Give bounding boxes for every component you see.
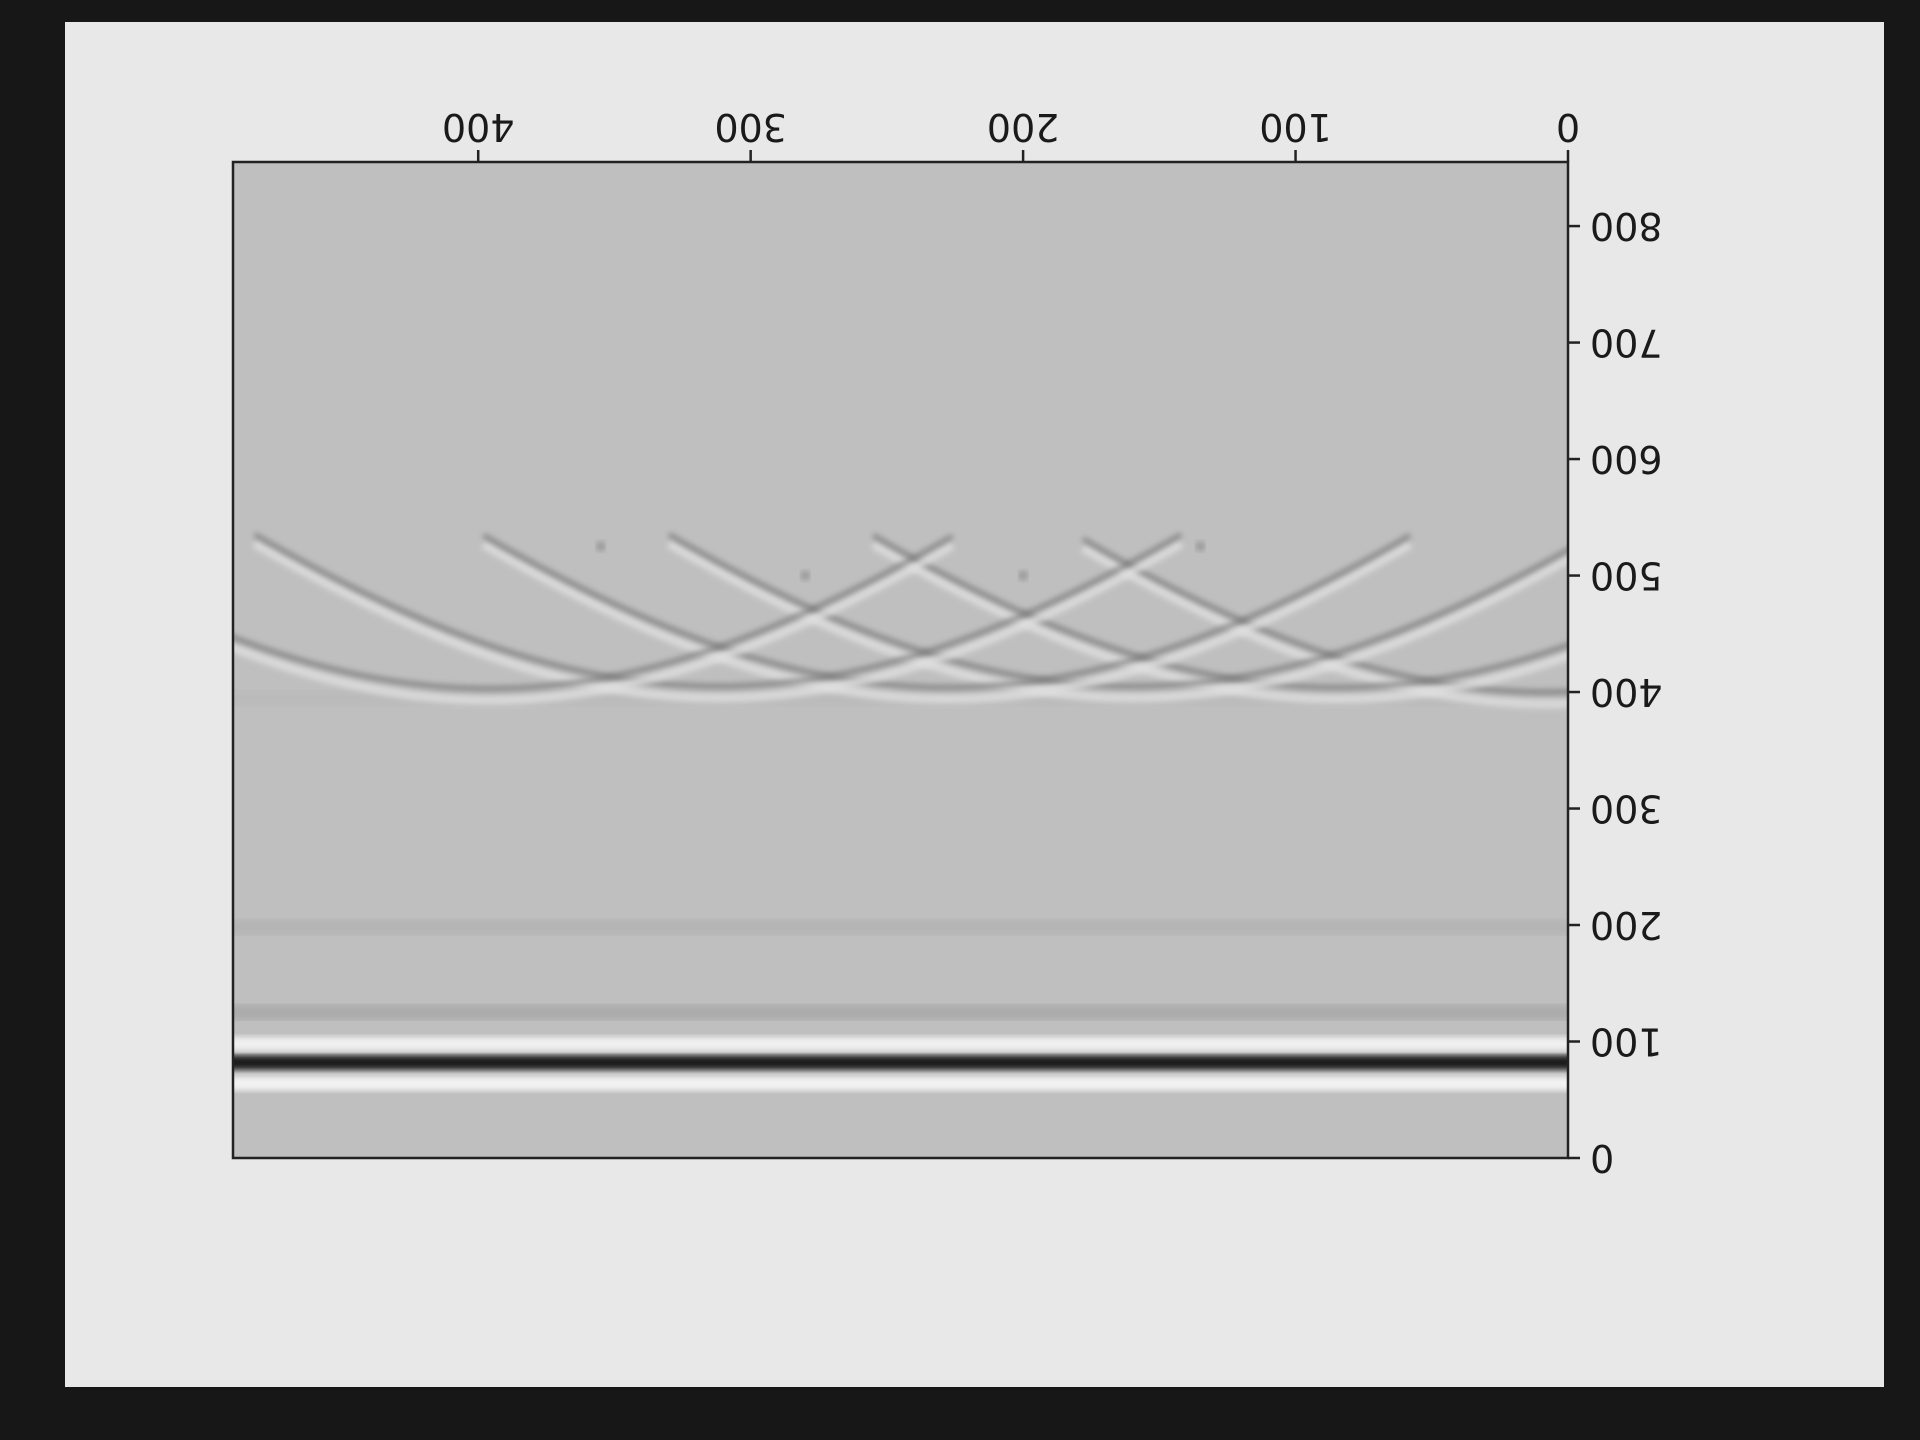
hyperbola-intersection (800, 570, 811, 581)
y-axis: 0 100 200 300 400 500 600 700 800 (1568, 204, 1663, 1180)
y-tick-label: 300 (1590, 787, 1663, 831)
hyperbola-halo (233, 541, 955, 705)
y-tick-label: 100 (1590, 1020, 1663, 1064)
x-tick-label: 0 (1556, 105, 1580, 149)
hyperbola-intersection (1195, 541, 1206, 552)
figure: 0 100 200 300 400 0 100 200 300 400 500 600 700 800 (65, 22, 1884, 1387)
y-tick-label: 800 (1590, 204, 1663, 248)
y-tick-label: 500 (1590, 554, 1663, 598)
hyperbola-halo (666, 539, 1568, 703)
y-tick-label: 700 (1590, 321, 1663, 365)
hyperbola-intersection (595, 541, 606, 552)
y-tick-label: 0 (1590, 1136, 1614, 1180)
heatmap-image (233, 162, 1568, 1158)
horizontal-band (233, 1055, 1568, 1070)
horizontal-band (233, 1036, 1568, 1051)
x-tick-label: 200 (987, 105, 1060, 149)
x-tick-label: 100 (1259, 105, 1332, 149)
x-tick-label: 300 (714, 105, 787, 149)
x-tick-label: 400 (442, 105, 515, 149)
hyperbola-halo (481, 540, 1413, 704)
hyperbola-halo (252, 539, 1184, 703)
horizontal-band (233, 1076, 1568, 1091)
plot-frame (231, 160, 1570, 1160)
hyperbola-arc (233, 534, 954, 691)
hyperbola-intersection (1018, 570, 1029, 581)
hyperbola-arc (1081, 536, 1568, 695)
hyperbola-arc (253, 532, 1183, 689)
y-tick-label: 200 (1590, 903, 1663, 947)
horizontal-band (233, 1006, 1568, 1019)
x-axis: 0 100 200 300 400 (442, 105, 1580, 162)
y-tick-label: 600 (1590, 437, 1663, 481)
hyperbola-arc (482, 533, 1412, 690)
chart-svg: 0 100 200 300 400 0 100 200 300 400 500 600 700 800 (231, 105, 1663, 1180)
horizontal-band (233, 921, 1568, 934)
y-tick-label: 400 (1590, 670, 1663, 714)
